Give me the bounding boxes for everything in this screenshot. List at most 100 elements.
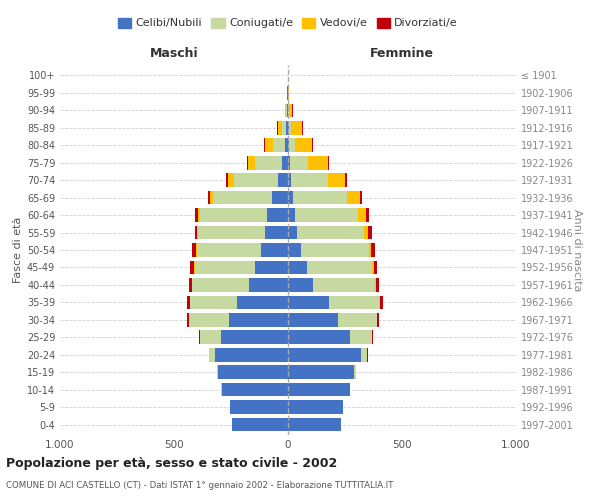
Bar: [308, 156, 328, 170]
Bar: [288, 260, 307, 274]
Bar: [288, 400, 343, 414]
Bar: [288, 366, 354, 379]
Bar: [218, 366, 288, 379]
Bar: [230, 400, 288, 414]
Bar: [272, 191, 288, 204]
Bar: [232, 418, 288, 432]
Bar: [328, 156, 329, 170]
Bar: [188, 278, 192, 291]
Bar: [260, 243, 288, 257]
Bar: [283, 156, 288, 170]
Bar: [209, 191, 213, 204]
Bar: [376, 278, 379, 291]
Bar: [288, 383, 350, 396]
Bar: [255, 156, 283, 170]
Bar: [228, 174, 235, 187]
Bar: [281, 121, 286, 134]
Bar: [222, 383, 288, 396]
Bar: [288, 313, 338, 326]
Bar: [345, 174, 347, 187]
Bar: [380, 296, 383, 309]
Bar: [288, 243, 301, 257]
Bar: [293, 191, 347, 204]
Bar: [236, 296, 288, 309]
Y-axis label: Fasce di età: Fasce di età: [13, 217, 23, 283]
Bar: [288, 156, 290, 170]
Bar: [217, 366, 218, 379]
Bar: [313, 278, 375, 291]
Bar: [361, 348, 367, 362]
Bar: [208, 191, 209, 204]
Bar: [369, 243, 371, 257]
Bar: [200, 330, 221, 344]
Bar: [375, 278, 376, 291]
Bar: [278, 174, 288, 187]
Bar: [284, 138, 288, 152]
Bar: [226, 174, 228, 187]
Bar: [371, 243, 376, 257]
Bar: [350, 330, 371, 344]
Bar: [287, 104, 288, 117]
Bar: [338, 313, 377, 326]
Bar: [198, 208, 200, 222]
Bar: [209, 348, 215, 362]
Bar: [288, 208, 295, 222]
Bar: [288, 296, 329, 309]
Bar: [229, 313, 288, 326]
Bar: [278, 121, 281, 134]
Bar: [329, 296, 379, 309]
Bar: [288, 348, 361, 362]
Bar: [297, 226, 364, 239]
Bar: [265, 138, 273, 152]
Bar: [295, 138, 313, 152]
Text: Popolazione per età, sesso e stato civile - 2002: Popolazione per età, sesso e stato civil…: [6, 458, 337, 470]
Bar: [192, 243, 196, 257]
Text: COMUNE DI ACI CASTELLO (CT) - Dati ISTAT 1° gennaio 2002 - Elaborazione TUTTITAL: COMUNE DI ACI CASTELLO (CT) - Dati ISTAT…: [6, 481, 394, 490]
Bar: [301, 243, 369, 257]
Bar: [192, 278, 249, 291]
Bar: [247, 156, 248, 170]
Bar: [360, 191, 362, 204]
Bar: [373, 260, 377, 274]
Bar: [307, 260, 373, 274]
Bar: [364, 226, 368, 239]
Bar: [288, 418, 341, 432]
Bar: [190, 260, 194, 274]
Bar: [197, 243, 260, 257]
Bar: [289, 138, 295, 152]
Bar: [291, 174, 328, 187]
Bar: [221, 330, 288, 344]
Bar: [288, 174, 291, 187]
Bar: [196, 243, 197, 257]
Bar: [368, 226, 371, 239]
Bar: [286, 121, 288, 134]
Bar: [288, 191, 293, 204]
Bar: [288, 121, 289, 134]
Bar: [265, 226, 288, 239]
Bar: [273, 138, 284, 152]
Bar: [287, 86, 288, 100]
Bar: [295, 208, 358, 222]
Bar: [187, 313, 188, 326]
Legend: Celibi/Nubili, Coniugati/e, Vedovi/e, Divorziati/e: Celibi/Nubili, Coniugati/e, Vedovi/e, Di…: [113, 13, 463, 33]
Bar: [235, 174, 278, 187]
Bar: [200, 208, 268, 222]
Bar: [255, 260, 288, 274]
Bar: [366, 208, 369, 222]
Bar: [268, 208, 288, 222]
Bar: [195, 226, 197, 239]
Bar: [249, 278, 288, 291]
Bar: [289, 104, 292, 117]
Bar: [288, 226, 297, 239]
Bar: [328, 174, 345, 187]
Bar: [291, 121, 302, 134]
Bar: [347, 191, 360, 204]
Bar: [358, 208, 366, 222]
Text: Femmine: Femmine: [370, 47, 434, 60]
Text: Maschi: Maschi: [149, 47, 199, 60]
Bar: [372, 330, 373, 344]
Y-axis label: Anni di nascita: Anni di nascita: [572, 209, 582, 291]
Bar: [285, 104, 286, 117]
Bar: [248, 156, 255, 170]
Bar: [286, 104, 287, 117]
